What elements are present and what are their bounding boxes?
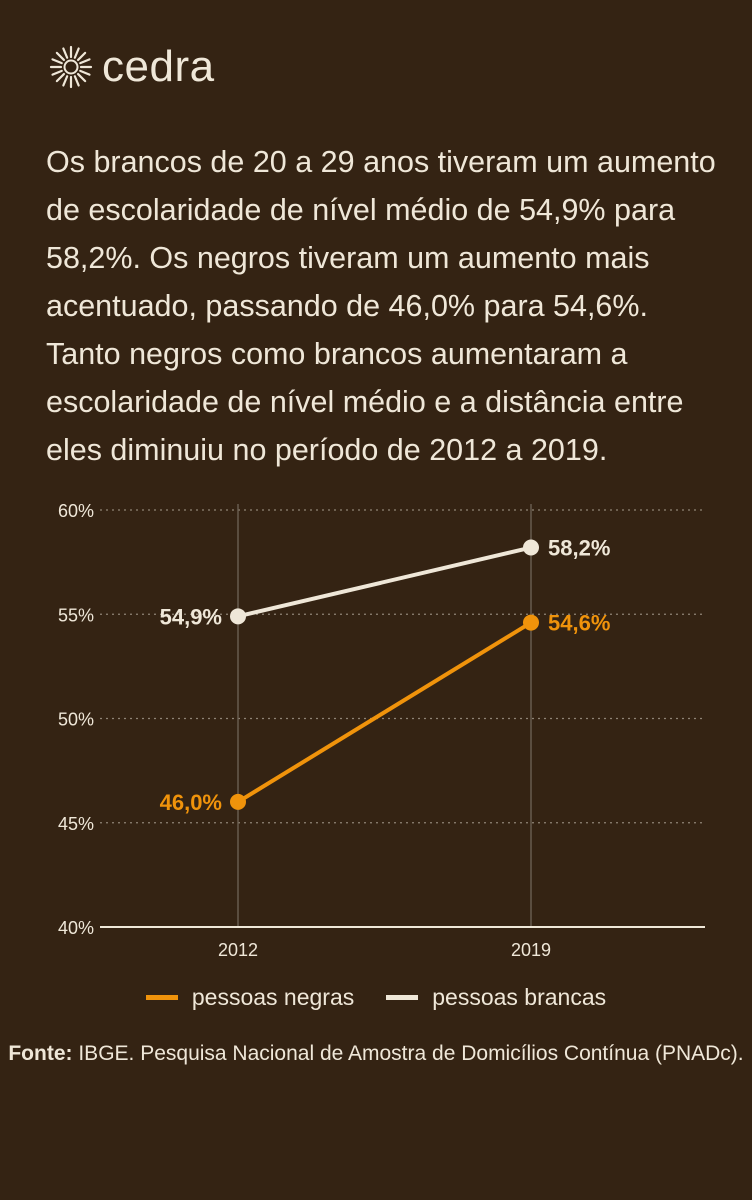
y-tick-label: 55% (58, 605, 94, 625)
sun-burst-icon (49, 45, 93, 89)
legend-swatch-negras (145, 995, 178, 1000)
data-label-brancas: 58,2% (548, 536, 610, 561)
legend-item-brancas: pessoas brancas (386, 984, 606, 1011)
brand-logo: cedra (48, 44, 215, 90)
chart-legend: pessoas negras pessoas brancas (0, 984, 752, 1011)
source-note: Fonte: IBGE. Pesquisa Nacional de Amostr… (0, 1040, 752, 1068)
brand-name: cedra (102, 42, 215, 91)
x-tick-label: 2019 (511, 940, 551, 960)
data-point-negras (230, 793, 246, 810)
data-label-negras: 54,6% (548, 611, 610, 636)
series-line-negras (236, 620, 533, 804)
intro-paragraph: Os brancos de 20 a 29 anos tiveram um au… (46, 145, 716, 467)
data-point-brancas (230, 608, 246, 625)
x-tick-label: 2012 (218, 940, 258, 960)
legend-label-negras: pessoas negras (191, 984, 355, 1010)
series-line-brancas (237, 545, 532, 619)
legend-swatch-brancas (386, 995, 419, 1000)
source-text: IBGE. Pesquisa Nacional de Amostra de Do… (72, 1042, 744, 1065)
y-tick-label: 40% (58, 918, 94, 938)
source-label: Fonte: (8, 1042, 73, 1065)
data-label-negras: 46,0% (160, 790, 222, 815)
legend-item-negras: pessoas negras (145, 984, 355, 1011)
data-point-brancas (523, 539, 539, 556)
y-tick-label: 45% (58, 814, 94, 834)
data-label-brancas: 54,9% (160, 604, 222, 629)
legend-label-brancas: pessoas brancas (432, 984, 607, 1010)
y-tick-label: 60% (58, 501, 94, 521)
y-tick-label: 50% (58, 710, 94, 730)
line-chart: 40% 45% 50% 55% 60% 2012 2019 46,0% 54,6% 54,9% 58… (58, 501, 705, 960)
data-point-negras (523, 614, 539, 631)
